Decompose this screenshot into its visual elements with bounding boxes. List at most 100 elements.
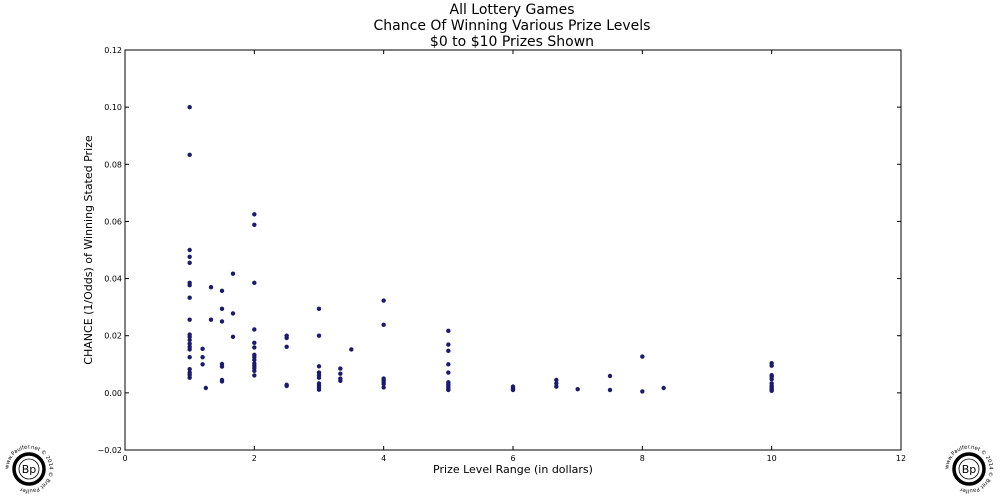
data-point (349, 347, 354, 352)
data-point (187, 337, 192, 343)
chart-title-line-3: $0 to $10 Prizes Shown (430, 34, 594, 50)
data-point (554, 377, 559, 383)
data-point (640, 354, 645, 359)
y-axis-ticks: −0.02 0.00 0.02 0.04 0.06 0.08 0.10 0.12 (97, 46, 901, 455)
chart-title-line-1: All Lottery Games (450, 2, 575, 18)
data-point (187, 341, 192, 346)
x-tick-label: 10 (767, 454, 777, 463)
data-point (219, 306, 225, 312)
data-point (252, 327, 257, 332)
x-tick-label: 8 (640, 454, 645, 463)
data-point (381, 322, 386, 328)
y-axis-label: CHANCE (1/Odds) of Winning Stated Prize (82, 135, 95, 365)
data-point (381, 298, 386, 303)
data-point (316, 364, 322, 369)
data-point (338, 366, 343, 371)
y-tick-label: 0.12 (104, 46, 122, 55)
data-point (187, 104, 192, 110)
data-point (187, 247, 192, 253)
y-tick-label: 0.04 (104, 275, 122, 284)
chart-title-line-2: Chance Of Winning Various Prize Levels (374, 18, 651, 34)
data-point (284, 383, 289, 389)
data-point (252, 373, 257, 378)
data-point (252, 345, 257, 350)
copyright-seal-right: www.Paulfer.net © 2014 © Bret Paulfer Bp (944, 444, 994, 494)
data-point (187, 366, 192, 372)
data-point (187, 375, 192, 380)
data-point (769, 363, 774, 368)
x-tick-label: 12 (896, 454, 906, 463)
data-point (208, 284, 214, 290)
x-tick-label: 6 (510, 454, 515, 463)
data-point (208, 317, 214, 322)
data-point (187, 254, 192, 260)
y-tick-label: 0.00 (104, 389, 122, 398)
data-point (316, 387, 322, 392)
data-point (219, 288, 225, 294)
data-point (200, 362, 205, 367)
data-point (554, 381, 559, 386)
data-points (187, 104, 774, 394)
data-point (338, 378, 343, 384)
y-tick-label: 0.06 (104, 217, 122, 226)
copyright-seal-left: www.Paulfer.net © 2014 © Bret Paulfer Bp (4, 444, 54, 494)
data-point (187, 282, 192, 288)
x-tick-label: 0 (122, 454, 127, 463)
data-point (187, 347, 192, 352)
data-point (230, 311, 236, 316)
data-point (316, 306, 322, 312)
y-tick-label: 0.08 (104, 160, 122, 169)
data-point (607, 373, 613, 379)
data-point (316, 333, 322, 338)
y-tick-label: 0.10 (104, 103, 122, 112)
data-point (230, 271, 236, 276)
data-point (187, 152, 192, 158)
data-point (661, 385, 666, 391)
data-point (187, 354, 192, 360)
data-point (284, 344, 289, 350)
data-point (230, 334, 236, 340)
data-point (252, 357, 257, 363)
data-point (203, 385, 209, 391)
data-point (446, 387, 451, 393)
data-point (187, 317, 192, 322)
y-tick-label: −0.02 (97, 446, 122, 455)
data-point (446, 362, 451, 367)
x-axis-label: Prize Level Range (in dollars) (433, 463, 593, 476)
data-point (200, 354, 205, 360)
seal-monogram: Bp (22, 463, 37, 476)
data-point (381, 385, 386, 390)
data-point (252, 280, 257, 286)
data-point (187, 295, 192, 300)
data-point (187, 334, 192, 340)
data-point (769, 388, 774, 394)
data-point (381, 381, 386, 387)
data-point (769, 376, 774, 382)
data-point (554, 384, 559, 389)
data-point (446, 342, 451, 347)
data-point (252, 368, 257, 374)
data-point (252, 222, 257, 228)
x-tick-label: 4 (381, 454, 386, 463)
data-point (510, 387, 516, 393)
data-point (338, 371, 343, 376)
data-point (607, 387, 613, 393)
data-point (219, 319, 225, 324)
y-tick-label: 0.02 (104, 332, 122, 341)
data-point (219, 364, 225, 369)
data-point (446, 328, 451, 334)
x-axis-ticks: 0 2 4 6 8 10 12 (122, 50, 906, 463)
data-point (187, 260, 192, 266)
data-point (200, 346, 205, 352)
data-point (284, 335, 289, 341)
data-point (252, 340, 257, 346)
x-tick-label: 2 (252, 454, 257, 463)
data-point (316, 375, 322, 380)
data-point (446, 370, 451, 375)
data-point (219, 379, 225, 384)
data-point (252, 212, 257, 217)
data-point (446, 348, 451, 354)
data-point (640, 389, 645, 394)
seal-monogram: Bp (962, 463, 977, 476)
